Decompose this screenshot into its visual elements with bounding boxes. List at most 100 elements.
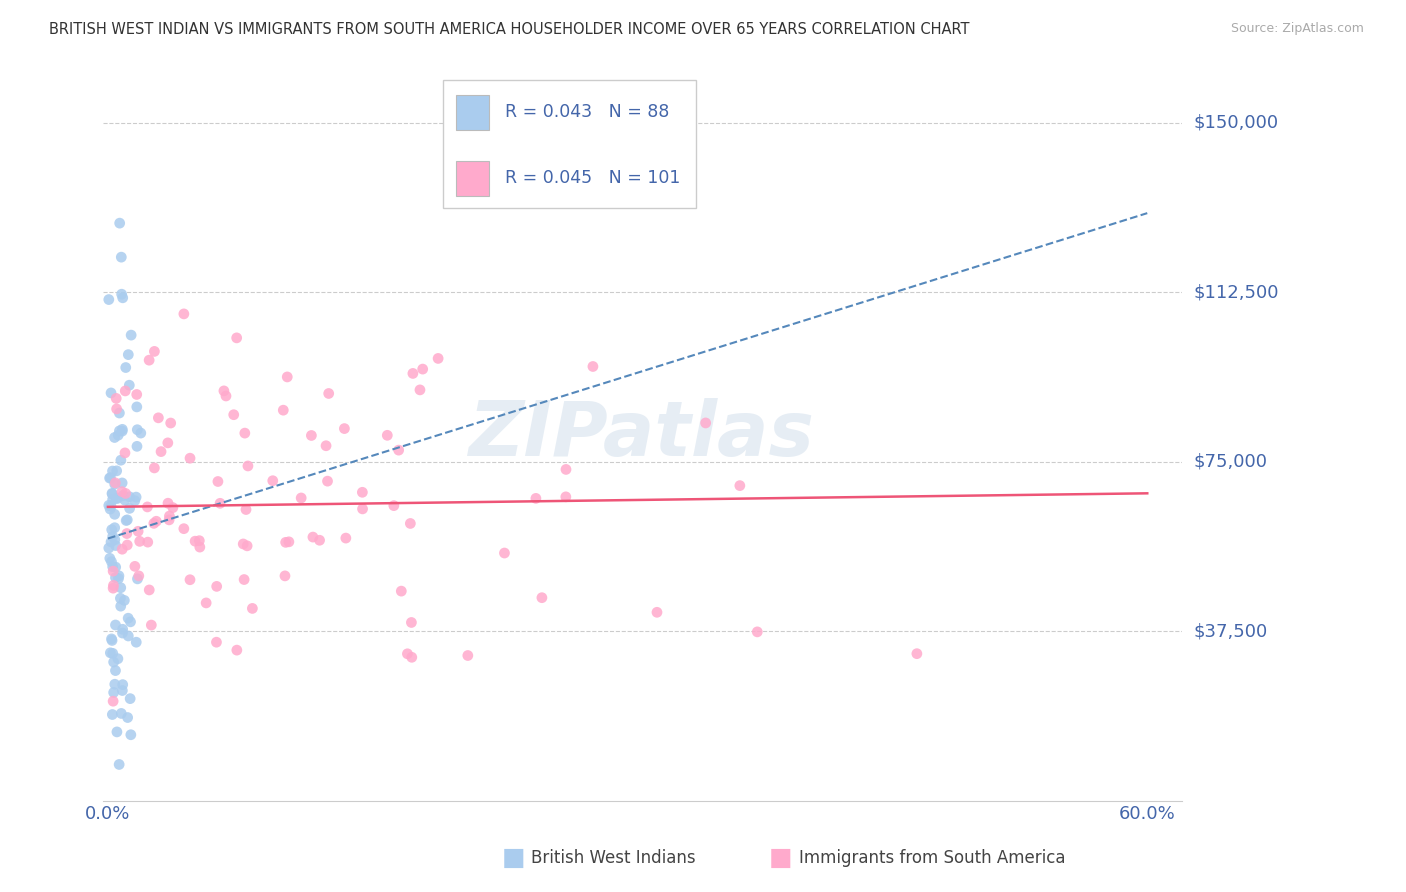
Point (114, 493, 136, 508)
Point (114, 384, 136, 398)
Text: R = 0.045   N = 101: R = 0.045 N = 101 (506, 169, 681, 187)
Point (125, 490, 148, 504)
Point (142, 516, 165, 531)
Point (120, 728, 142, 742)
Point (101, 529, 124, 543)
Point (103, 685, 125, 699)
Point (104, 475, 127, 490)
Point (117, 513, 139, 527)
Point (136, 535, 159, 549)
Point (159, 509, 181, 524)
Point (125, 439, 148, 453)
Point (125, 400, 148, 414)
Point (233, 573, 256, 587)
Text: $112,500: $112,500 (1194, 284, 1278, 301)
Point (127, 572, 149, 586)
Point (100, 523, 122, 537)
Point (179, 573, 201, 587)
Point (98, 502, 121, 516)
Point (389, 584, 412, 599)
Text: Source: ZipAtlas.com: Source: ZipAtlas.com (1230, 22, 1364, 36)
Point (179, 451, 201, 466)
Point (98, 646, 121, 660)
Point (290, 491, 312, 505)
Point (101, 486, 124, 500)
Point (101, 633, 124, 648)
Text: $75,000: $75,000 (1194, 452, 1267, 471)
Point (205, 579, 228, 593)
Point (118, 501, 141, 516)
Point (104, 571, 127, 585)
Point (747, 624, 769, 639)
Point (105, 491, 128, 506)
Point (402, 367, 425, 381)
Point (104, 560, 127, 574)
Point (101, 694, 124, 708)
FancyBboxPatch shape (456, 95, 489, 130)
Point (209, 496, 232, 510)
Point (138, 582, 160, 597)
Point (104, 677, 127, 691)
Point (195, 596, 218, 610)
Text: $150,000: $150,000 (1194, 114, 1278, 132)
Point (173, 307, 195, 321)
Point (215, 389, 238, 403)
Point (100, 499, 122, 513)
Point (138, 353, 160, 368)
Point (118, 378, 141, 392)
Point (108, 216, 131, 230)
Point (582, 359, 605, 374)
Point (100, 386, 122, 401)
Point (302, 530, 325, 544)
Point (117, 348, 139, 362)
Point (111, 484, 134, 499)
Text: ZIPatlas: ZIPatlas (470, 398, 815, 472)
Point (111, 678, 134, 692)
Point (105, 401, 128, 416)
Point (100, 555, 122, 569)
Point (127, 423, 149, 437)
Point (159, 416, 181, 430)
Point (235, 502, 257, 516)
Point (108, 569, 131, 583)
Text: BRITISH WEST INDIAN VS IMMIGRANTS FROM SOUTH AMERICA HOUSEHOLDER INCOME OVER 65 : BRITISH WEST INDIAN VS IMMIGRANTS FROM S… (49, 22, 970, 37)
Point (108, 757, 131, 772)
Point (333, 421, 356, 435)
Point (103, 430, 125, 444)
Point (111, 422, 134, 436)
Point (695, 416, 717, 430)
Point (315, 439, 337, 453)
Point (401, 615, 423, 630)
Point (382, 499, 405, 513)
Point (225, 331, 247, 345)
Point (118, 490, 141, 504)
Point (97, 541, 120, 555)
Point (97, 293, 120, 307)
Point (555, 462, 578, 476)
Point (101, 492, 124, 507)
Point (276, 370, 298, 384)
Point (271, 403, 294, 417)
Text: ■: ■ (769, 847, 792, 870)
Point (101, 464, 124, 478)
Point (104, 508, 127, 522)
Point (318, 386, 340, 401)
Point (128, 534, 150, 549)
Point (115, 514, 138, 528)
Point (299, 428, 322, 442)
Point (117, 538, 139, 552)
Point (427, 351, 450, 366)
Point (148, 410, 170, 425)
Text: $37,500: $37,500 (1194, 622, 1267, 640)
Point (104, 521, 127, 535)
Point (233, 426, 256, 441)
Point (128, 569, 150, 583)
Point (114, 360, 136, 375)
Point (554, 490, 576, 504)
Point (111, 287, 134, 301)
Point (173, 522, 195, 536)
Point (457, 648, 479, 663)
Point (110, 453, 132, 467)
Point (104, 539, 127, 553)
Point (207, 475, 229, 489)
